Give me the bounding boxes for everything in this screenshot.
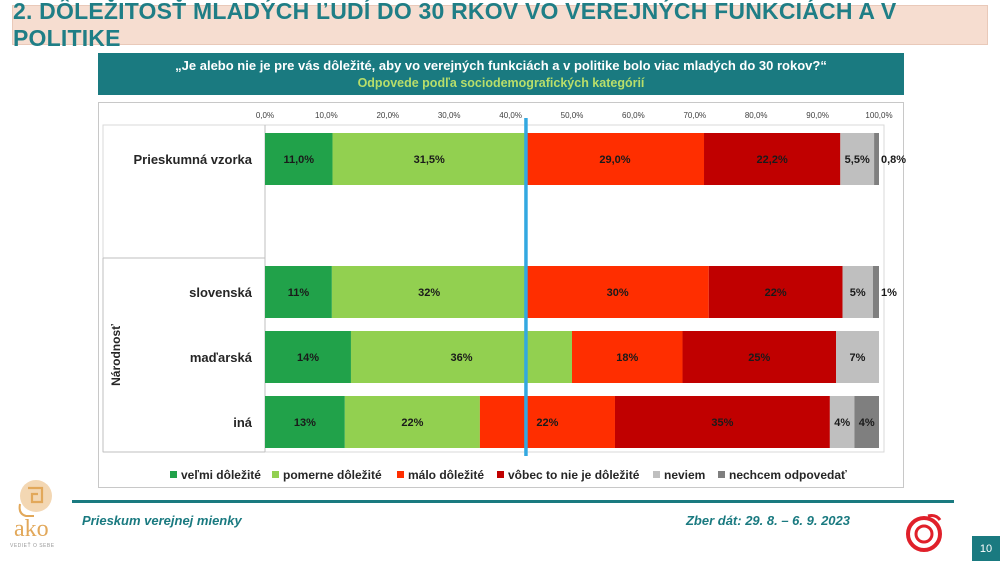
legend-swatch bbox=[397, 471, 404, 478]
bar-segment bbox=[350, 331, 572, 383]
legend-swatch bbox=[497, 471, 504, 478]
data-label: 7% bbox=[850, 352, 866, 364]
data-label: 22,2% bbox=[757, 154, 788, 166]
category-label: maďarská bbox=[190, 350, 253, 365]
data-label: 29,0% bbox=[599, 154, 630, 166]
chart-frame bbox=[98, 102, 904, 488]
page-title: 2. DÔLEŽITOSŤ MLADÝCH ĽUDÍ DO 30 RKOV VO… bbox=[13, 0, 897, 51]
data-label: 0,8% bbox=[881, 154, 906, 166]
legend-swatch bbox=[718, 471, 725, 478]
ako-logo-icon bbox=[18, 480, 52, 517]
data-label: 11,0% bbox=[283, 154, 314, 166]
data-label: 22% bbox=[401, 417, 423, 429]
data-label: 1% bbox=[881, 287, 897, 299]
legend-label: neviem bbox=[664, 468, 705, 482]
x-tick-label: 20,0% bbox=[376, 111, 399, 120]
legend-label: málo dôležité bbox=[408, 468, 484, 482]
data-label: 22% bbox=[765, 287, 787, 299]
footer-dates: Zber dát: 29. 8. – 6. 9. 2023 bbox=[685, 513, 850, 528]
bar-segment bbox=[840, 133, 875, 185]
question-box: „Je alebo nie je pre vás dôležité, aby v… bbox=[98, 53, 904, 95]
bar-segment bbox=[265, 266, 332, 318]
x-tick-label: 60,0% bbox=[622, 111, 645, 120]
data-label: 5% bbox=[850, 287, 866, 299]
logo-text: ako bbox=[14, 516, 49, 542]
data-label: 14% bbox=[297, 352, 319, 364]
data-label: 4% bbox=[834, 417, 850, 429]
brand-swirl-icon bbox=[906, 514, 942, 552]
data-label: 5,5% bbox=[845, 154, 870, 166]
data-label: 22% bbox=[536, 417, 558, 429]
bar-segment bbox=[526, 266, 709, 318]
subtitle-text: Odpovede podľa sociodemografických kateg… bbox=[357, 76, 645, 90]
data-label: 30% bbox=[607, 287, 629, 299]
data-label: 32% bbox=[418, 287, 440, 299]
data-label: 31,5% bbox=[414, 154, 445, 166]
question-text: „Je alebo nie je pre vás dôležité, aby v… bbox=[175, 58, 827, 73]
category-label: iná bbox=[233, 415, 253, 430]
x-tick-label: 100,0% bbox=[865, 111, 892, 120]
category-label: Prieskumná vzorka bbox=[133, 152, 252, 167]
legend-swatch bbox=[272, 471, 279, 478]
bar-segment bbox=[842, 266, 873, 318]
bar-segment bbox=[331, 266, 527, 318]
x-tick-label: 0,0% bbox=[256, 111, 274, 120]
bar-segment bbox=[829, 396, 855, 448]
data-label: 4% bbox=[859, 417, 875, 429]
x-tick-label: 90,0% bbox=[806, 111, 829, 120]
page-number: 10 bbox=[972, 536, 1000, 561]
x-tick-label: 80,0% bbox=[745, 111, 768, 120]
bar-segment bbox=[572, 331, 683, 383]
data-label: 18% bbox=[616, 352, 638, 364]
bar-segment bbox=[704, 133, 841, 185]
title-band: 2. DÔLEŽITOSŤ MLADÝCH ĽUDÍ DO 30 RKOV VO… bbox=[12, 0, 988, 51]
data-label: 13% bbox=[294, 417, 316, 429]
data-label: 11% bbox=[288, 287, 310, 299]
bar-segment bbox=[479, 396, 615, 448]
legend-swatch bbox=[653, 471, 660, 478]
bar-segment bbox=[874, 133, 879, 185]
bar-segment bbox=[708, 266, 843, 318]
bar-segment bbox=[525, 133, 705, 185]
x-tick-label: 10,0% bbox=[315, 111, 338, 120]
bar-segment bbox=[344, 396, 480, 448]
x-tick-label: 70,0% bbox=[683, 111, 706, 120]
data-label: 35% bbox=[711, 417, 733, 429]
x-tick-label: 30,0% bbox=[438, 111, 461, 120]
legend-label: veľmi dôležité bbox=[181, 468, 261, 482]
legend-label: nechcem odpovedať bbox=[729, 468, 847, 482]
bar-segment bbox=[836, 331, 879, 383]
footer-divider bbox=[72, 500, 954, 503]
bar-segment bbox=[265, 133, 333, 185]
x-tick-label: 50,0% bbox=[561, 111, 584, 120]
footer-survey-label: Prieskum verejnej mienky bbox=[82, 513, 242, 528]
legend-label: pomerne dôležité bbox=[283, 468, 382, 482]
bar-segment bbox=[614, 396, 830, 448]
x-tick-label: 40,0% bbox=[499, 111, 522, 120]
logo-tagline: VEDIEŤ O SEBE bbox=[10, 543, 55, 549]
group-label: Národnosť bbox=[109, 324, 123, 386]
bar-segment bbox=[682, 331, 837, 383]
bar-segment bbox=[265, 396, 345, 448]
legend-swatch bbox=[170, 471, 177, 478]
data-label: 36% bbox=[450, 352, 472, 364]
legend-label: vôbec to nie je dôležité bbox=[508, 468, 640, 482]
bar-segment bbox=[332, 133, 526, 185]
bar-segment bbox=[854, 396, 879, 448]
bar-segment bbox=[265, 331, 351, 383]
category-label: slovenská bbox=[189, 285, 253, 300]
data-label: 25% bbox=[748, 352, 770, 364]
bar-segment bbox=[872, 266, 879, 318]
